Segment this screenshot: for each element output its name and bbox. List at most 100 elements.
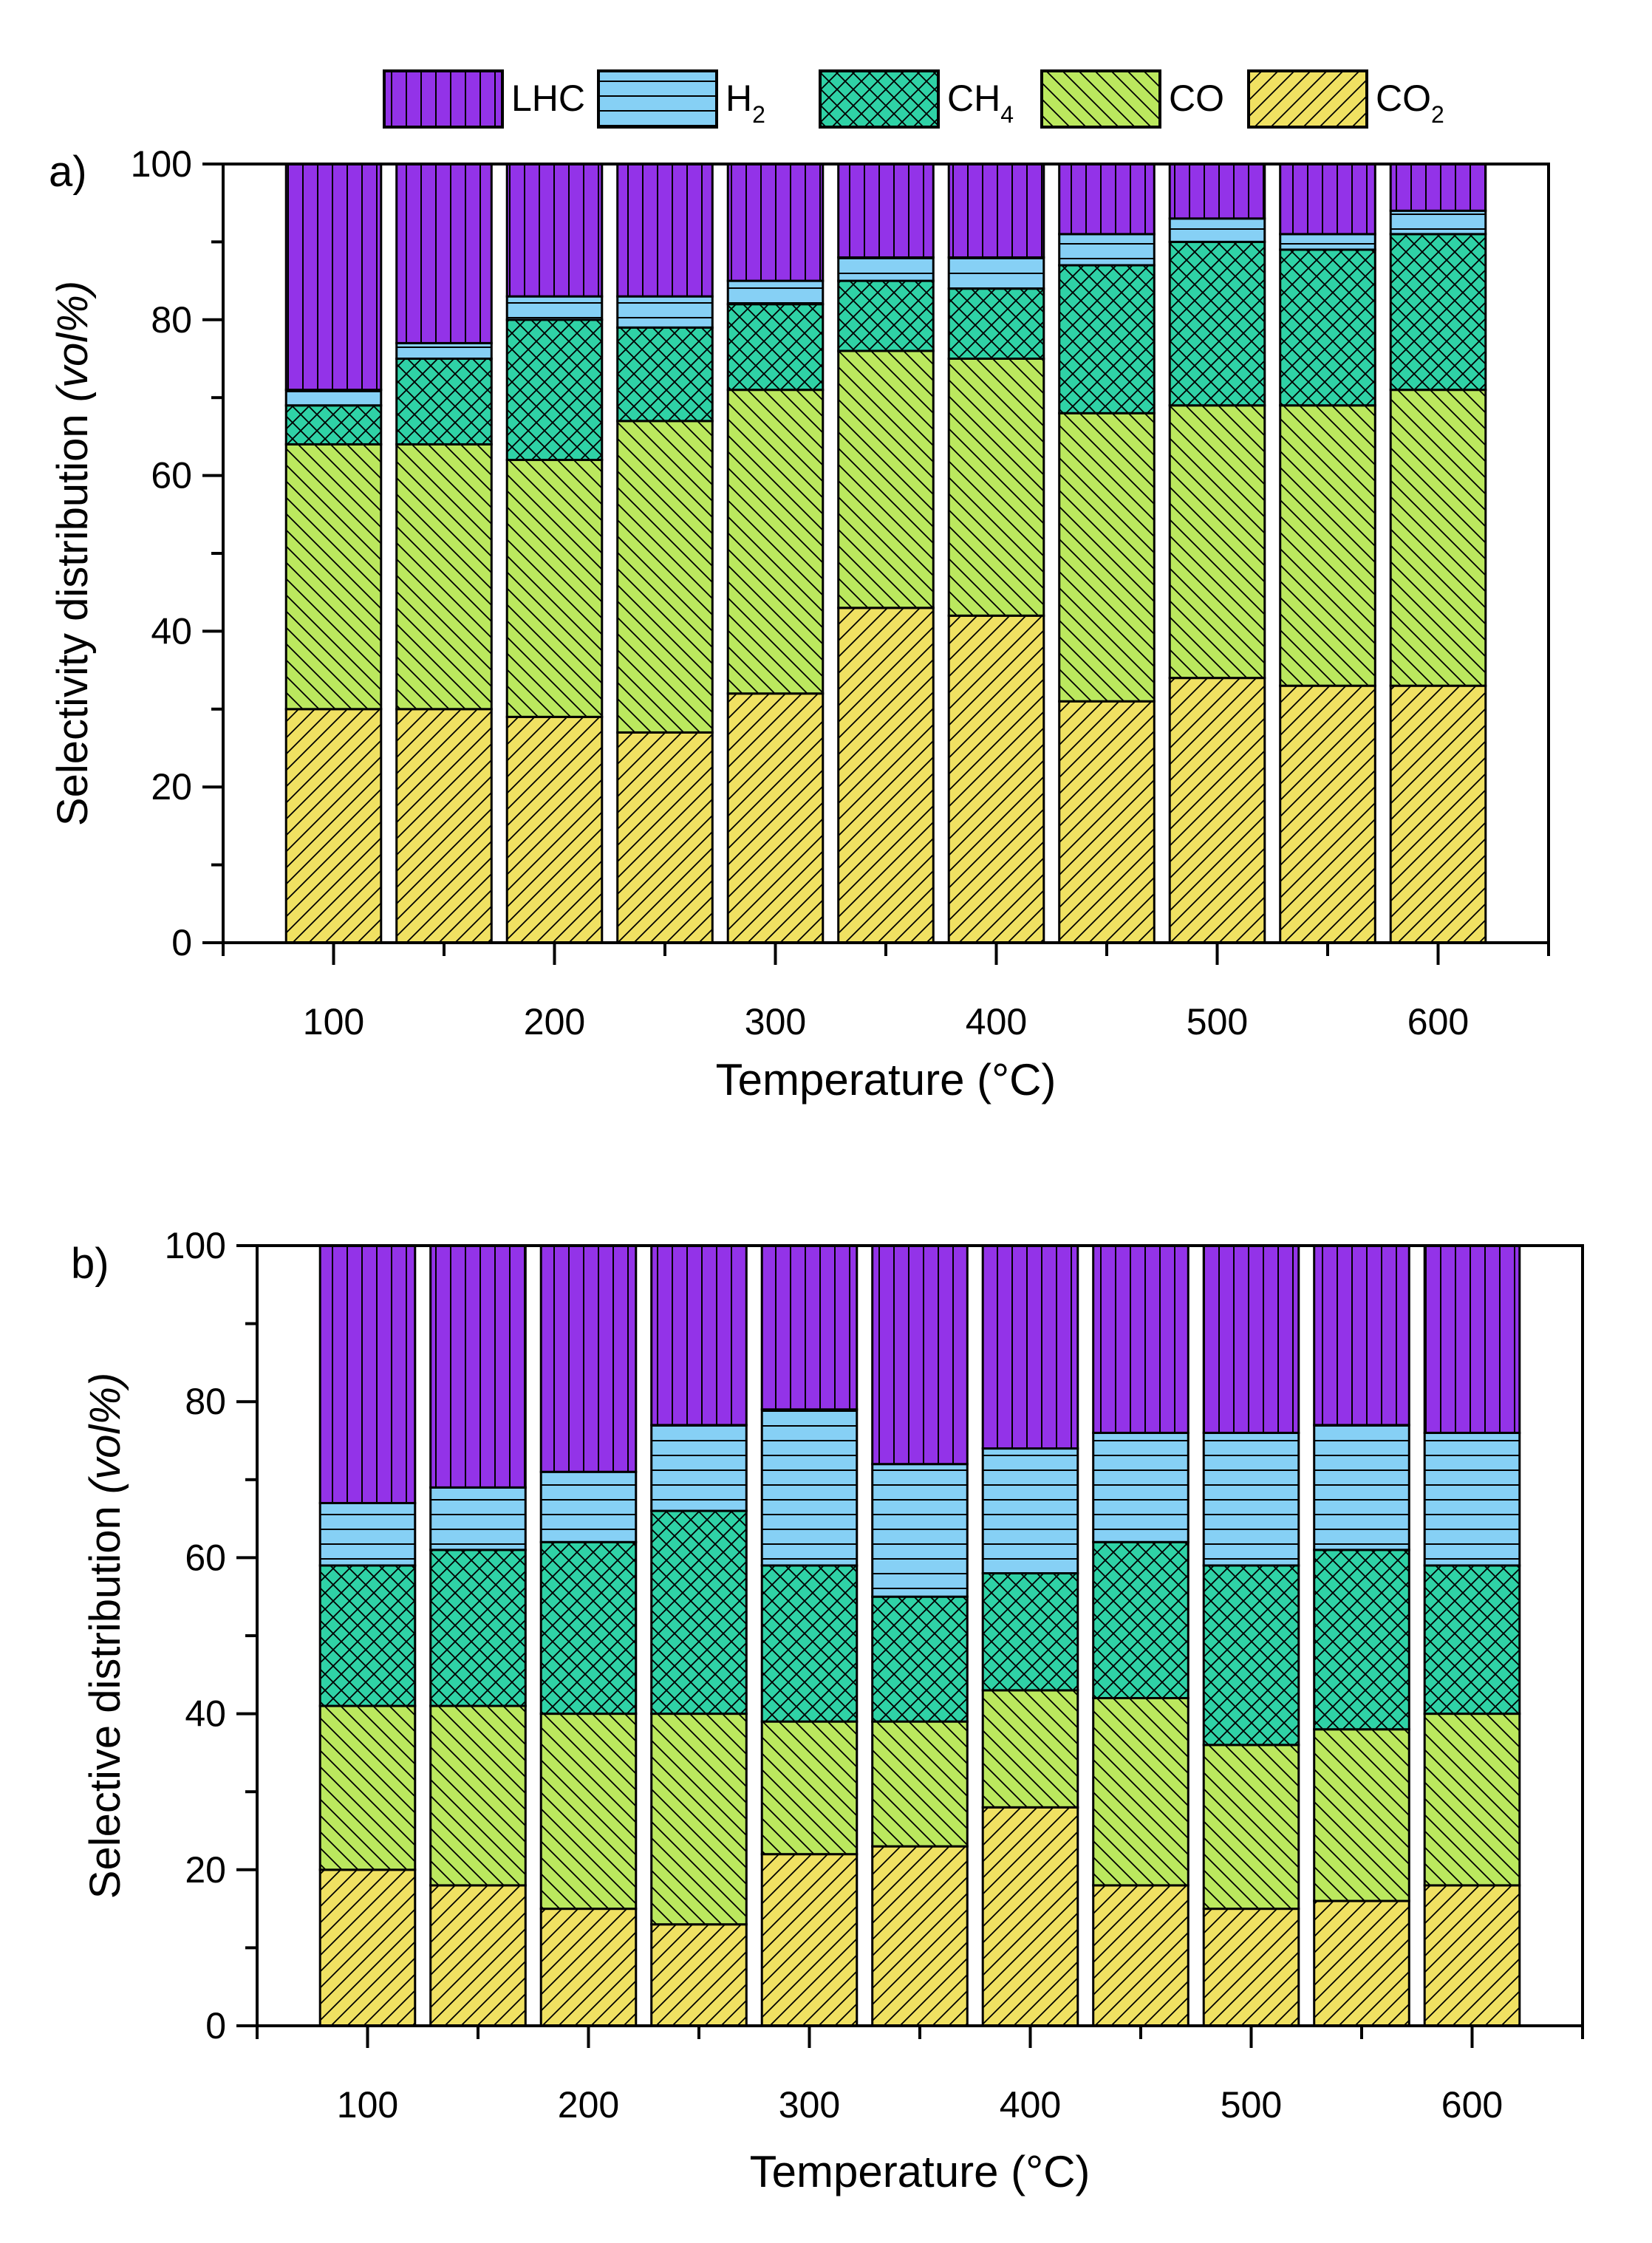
- y-tick-label-0: 0: [171, 922, 192, 963]
- y-axis-label: Selective distribution (vol%): [81, 1373, 129, 1899]
- bar-h2-600: [1389, 209, 1487, 236]
- bar-co2-350: [837, 607, 935, 944]
- bar-lhc-150: [429, 1244, 527, 1489]
- bar-co-200: [539, 1713, 638, 1911]
- bar-lhc-450: [1058, 163, 1156, 236]
- x-tick-label-600: 600: [1407, 1001, 1469, 1042]
- bar-h2-250: [650, 1424, 748, 1512]
- bar-h2-600: [1423, 1431, 1521, 1567]
- bar-h2-450: [1092, 1431, 1189, 1543]
- panel-label: b): [71, 1240, 109, 1288]
- bar-co2-500: [1202, 1908, 1300, 2027]
- bar-h2-300: [760, 1408, 859, 1567]
- y-tick-label-60: 60: [185, 1537, 226, 1578]
- y-axis-label: Selectivity distribution (vol%): [49, 281, 97, 826]
- x-tick-label-500: 500: [1187, 1001, 1248, 1042]
- bar-ch4-300: [760, 1564, 859, 1723]
- legend-swatch-lhc: [383, 69, 504, 129]
- bar-co-600: [1423, 1713, 1521, 1887]
- bar-ch4-200: [505, 318, 604, 462]
- bar-lhc-350: [871, 1244, 969, 1466]
- bar-co2-250: [650, 1923, 748, 2027]
- bar-lhc-300: [726, 163, 825, 282]
- bar-lhc-550: [1279, 163, 1376, 236]
- bar-co2-400: [947, 614, 1045, 944]
- bar-lhc-450: [1092, 1244, 1189, 1434]
- bar-ch4-450: [1092, 1540, 1189, 1699]
- bar-co2-100: [284, 708, 383, 944]
- bar-h2-350: [871, 1463, 969, 1598]
- bar-co-100: [318, 1704, 417, 1871]
- bar-co2-450: [1058, 700, 1156, 944]
- bar-ch4-150: [395, 358, 493, 445]
- bar-co2-200: [539, 1908, 638, 2027]
- x-tick-label-500: 500: [1221, 2084, 1282, 2126]
- bar-co-550: [1279, 404, 1376, 687]
- y-tick-label-20: 20: [185, 1849, 226, 1891]
- x-tick-label-300: 300: [779, 2084, 840, 2126]
- bar-co-350: [871, 1720, 969, 1848]
- x-axis-label: Temperature (°C): [716, 1055, 1057, 1105]
- bar-ch4-550: [1313, 1549, 1410, 1731]
- bar-co2-550: [1279, 684, 1376, 944]
- legend-swatch-h2: [597, 69, 718, 129]
- bar-co-150: [429, 1704, 527, 1887]
- bar-ch4-400: [981, 1572, 1079, 1692]
- bar-h2-500: [1202, 1431, 1300, 1567]
- bar-h2-350: [837, 256, 935, 282]
- bar-h2-550: [1313, 1424, 1410, 1551]
- chart-legend: LHC H2 CH4 CO CO2: [383, 69, 1444, 129]
- bar-co2-100: [318, 1868, 417, 2027]
- bar-co2-300: [760, 1853, 859, 2027]
- y-tick-label-100: 100: [131, 143, 192, 185]
- bar-lhc-600: [1389, 163, 1487, 212]
- bar-co-500: [1202, 1744, 1300, 1911]
- bar-co-300: [726, 389, 825, 695]
- bar-co-400: [981, 1689, 1079, 1809]
- chart-panel-b: 0 20 40 60 80 100 100 200 300 400 500 600 Temperatur…: [71, 1225, 1584, 2196]
- bar-ch4-550: [1279, 248, 1376, 407]
- x-tick-label-400: 400: [966, 1001, 1027, 1042]
- bar-co-450: [1058, 412, 1156, 703]
- x-axis-label: Temperature (°C): [750, 2147, 1090, 2196]
- bar-lhc-400: [947, 163, 1045, 259]
- x-tick-label-100: 100: [303, 1001, 364, 1042]
- bar-lhc-500: [1202, 1244, 1300, 1434]
- legend-label-lhc: LHC: [511, 78, 585, 119]
- bar-lhc-300: [760, 1244, 859, 1411]
- x-tick-label-400: 400: [1000, 2084, 1061, 2126]
- bar-ch4-200: [539, 1540, 638, 1715]
- bar-co-100: [284, 443, 383, 711]
- bar-co2-550: [1313, 1899, 1410, 2027]
- bar-co2-250: [616, 731, 714, 944]
- bar-h2-100: [284, 389, 383, 407]
- bar-lhc-250: [650, 1244, 748, 1427]
- bar-co2-600: [1389, 684, 1487, 944]
- bar-co-200: [505, 459, 604, 718]
- bar-lhc-400: [981, 1244, 1079, 1450]
- bar-ch4-450: [1058, 264, 1156, 414]
- legend-label-co: CO: [1169, 78, 1224, 119]
- x-tick-label-300: 300: [745, 1001, 806, 1042]
- y-tick-label-0: 0: [205, 2005, 226, 2046]
- bar-lhc-600: [1423, 1244, 1521, 1434]
- bar-co-150: [395, 443, 493, 711]
- bar-h2-550: [1279, 233, 1376, 251]
- bar-lhc-200: [505, 163, 604, 298]
- legend-swatch-ch4: [819, 69, 940, 129]
- bar-co-500: [1168, 404, 1266, 680]
- bar-ch4-500: [1168, 240, 1266, 407]
- chart-panel-a: 0 20 40 60 80 100 100 200 300 400 500 600 Temperatur…: [49, 143, 1550, 1105]
- bar-co-250: [616, 420, 714, 734]
- y-tick-label-40: 40: [185, 1693, 226, 1735]
- bar-h2-200: [505, 295, 604, 321]
- bar-co2-150: [395, 708, 493, 944]
- y-tick-label-60: 60: [151, 455, 192, 496]
- bar-h2-400: [981, 1447, 1079, 1575]
- bar-co-300: [760, 1720, 859, 1856]
- bar-ch4-300: [726, 303, 825, 392]
- y-tick-label-80: 80: [185, 1381, 226, 1422]
- bar-h2-500: [1168, 217, 1266, 243]
- bar-co2-450: [1092, 1884, 1189, 2027]
